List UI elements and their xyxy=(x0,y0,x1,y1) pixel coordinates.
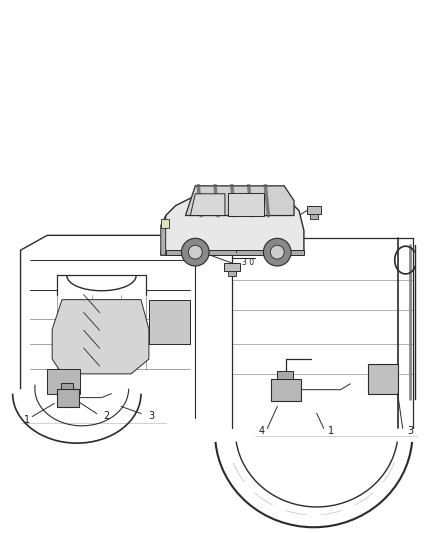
Polygon shape xyxy=(224,263,240,271)
Text: 4: 4 xyxy=(258,426,265,437)
Polygon shape xyxy=(57,389,79,407)
Polygon shape xyxy=(310,214,318,219)
Circle shape xyxy=(270,245,284,259)
Text: 1: 1 xyxy=(328,426,334,437)
Polygon shape xyxy=(161,215,166,255)
Circle shape xyxy=(181,238,209,266)
Polygon shape xyxy=(191,194,225,215)
Polygon shape xyxy=(271,379,301,401)
Text: ⌐: ⌐ xyxy=(235,245,243,255)
Polygon shape xyxy=(228,193,265,215)
Polygon shape xyxy=(149,300,191,344)
Polygon shape xyxy=(228,271,236,276)
Polygon shape xyxy=(368,364,398,394)
Polygon shape xyxy=(61,383,73,389)
Polygon shape xyxy=(307,206,321,214)
Polygon shape xyxy=(161,189,304,255)
Text: 2: 2 xyxy=(103,411,110,422)
Polygon shape xyxy=(185,186,294,215)
Text: 3: 3 xyxy=(407,426,413,437)
Polygon shape xyxy=(166,250,304,255)
Text: 1: 1 xyxy=(25,415,31,425)
Polygon shape xyxy=(277,371,293,379)
Circle shape xyxy=(263,238,291,266)
Polygon shape xyxy=(47,369,80,394)
Text: 3 0: 3 0 xyxy=(242,257,254,266)
Polygon shape xyxy=(161,219,169,229)
Polygon shape xyxy=(52,300,149,374)
Circle shape xyxy=(188,245,202,259)
Text: 3: 3 xyxy=(148,411,154,422)
